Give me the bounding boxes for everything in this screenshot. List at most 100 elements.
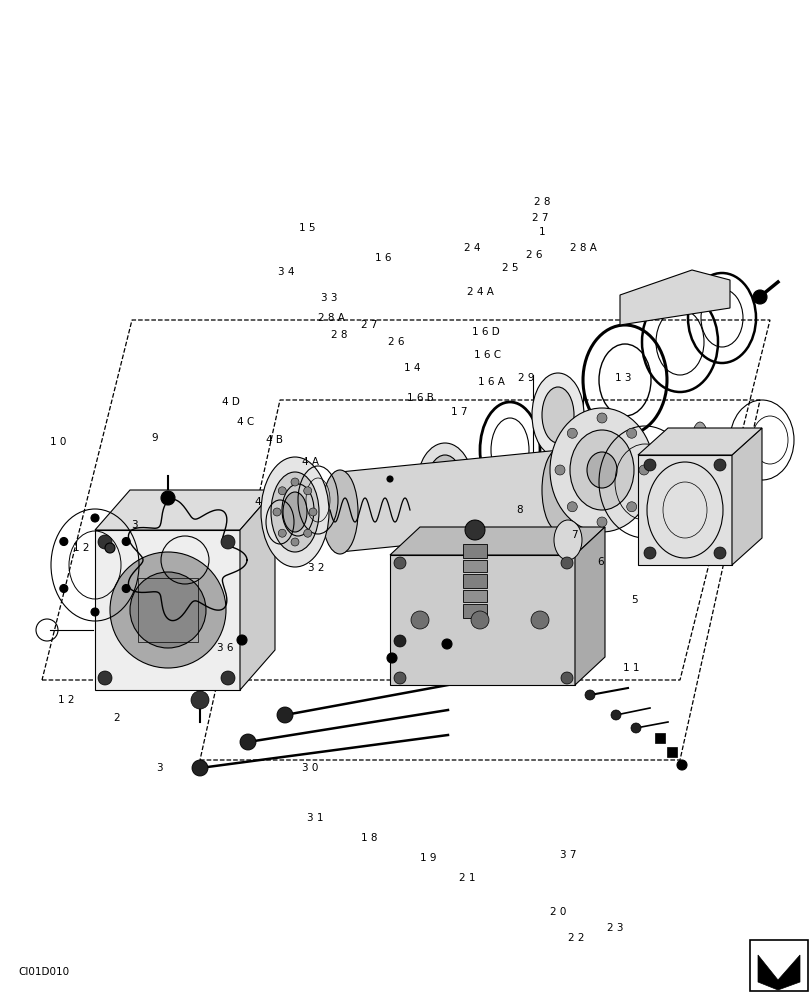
Circle shape bbox=[98, 671, 112, 685]
Circle shape bbox=[596, 413, 607, 423]
Text: 2 8: 2 8 bbox=[331, 330, 347, 340]
Text: 4 A: 4 A bbox=[302, 457, 318, 467]
Text: 3 6: 3 6 bbox=[217, 643, 234, 653]
Circle shape bbox=[410, 611, 428, 629]
Circle shape bbox=[393, 635, 406, 647]
Circle shape bbox=[752, 290, 766, 304]
Text: 2: 2 bbox=[113, 713, 119, 723]
Text: 4 C: 4 C bbox=[236, 417, 254, 427]
Text: 3 4: 3 4 bbox=[277, 267, 294, 277]
Circle shape bbox=[237, 635, 247, 645]
Circle shape bbox=[60, 584, 68, 592]
Text: 1 0: 1 0 bbox=[50, 437, 67, 447]
Ellipse shape bbox=[130, 572, 206, 648]
Ellipse shape bbox=[691, 422, 707, 458]
Text: 2 0: 2 0 bbox=[550, 907, 566, 917]
Circle shape bbox=[191, 760, 208, 776]
Text: 2 6: 2 6 bbox=[526, 250, 542, 260]
Ellipse shape bbox=[708, 461, 728, 505]
Circle shape bbox=[98, 535, 112, 549]
Text: 3 2: 3 2 bbox=[308, 563, 324, 573]
Ellipse shape bbox=[322, 470, 358, 554]
Text: 4 D: 4 D bbox=[222, 397, 240, 407]
Text: 1 6 B: 1 6 B bbox=[406, 393, 434, 403]
Ellipse shape bbox=[260, 457, 328, 567]
Bar bbox=[666, 747, 676, 757]
Ellipse shape bbox=[283, 492, 307, 532]
Circle shape bbox=[91, 608, 99, 616]
Text: 2 4 A: 2 4 A bbox=[466, 287, 494, 297]
Ellipse shape bbox=[715, 450, 731, 486]
Circle shape bbox=[567, 428, 577, 438]
Circle shape bbox=[584, 690, 594, 700]
Text: 1 8: 1 8 bbox=[361, 833, 377, 843]
Text: 6: 6 bbox=[597, 557, 603, 567]
Circle shape bbox=[393, 672, 406, 684]
Circle shape bbox=[303, 529, 311, 537]
Polygon shape bbox=[240, 490, 275, 690]
Text: 9: 9 bbox=[151, 433, 157, 443]
Circle shape bbox=[387, 476, 393, 482]
Circle shape bbox=[303, 487, 311, 495]
Circle shape bbox=[465, 520, 484, 540]
Text: 7: 7 bbox=[571, 530, 577, 540]
Circle shape bbox=[560, 672, 573, 684]
Circle shape bbox=[643, 459, 655, 471]
Circle shape bbox=[290, 478, 298, 486]
Ellipse shape bbox=[541, 448, 577, 532]
Text: 1 3: 1 3 bbox=[615, 373, 631, 383]
Circle shape bbox=[91, 514, 99, 522]
Text: 3 7: 3 7 bbox=[560, 850, 576, 860]
Bar bbox=[654, 733, 664, 743]
Bar bbox=[462, 560, 487, 572]
Circle shape bbox=[290, 538, 298, 546]
Circle shape bbox=[626, 502, 636, 512]
Circle shape bbox=[272, 508, 281, 516]
Text: 3 3: 3 3 bbox=[320, 293, 337, 303]
Text: 2 8 A: 2 8 A bbox=[569, 243, 596, 253]
Text: 1 6: 1 6 bbox=[375, 253, 391, 263]
Ellipse shape bbox=[109, 552, 225, 668]
Circle shape bbox=[554, 465, 564, 475]
Circle shape bbox=[441, 639, 452, 649]
Ellipse shape bbox=[427, 455, 462, 515]
Text: 5: 5 bbox=[631, 595, 637, 605]
Polygon shape bbox=[757, 955, 799, 990]
Circle shape bbox=[122, 584, 130, 592]
Text: 2 7: 2 7 bbox=[531, 213, 547, 223]
Ellipse shape bbox=[696, 447, 716, 491]
Ellipse shape bbox=[553, 520, 581, 560]
Text: 2 9: 2 9 bbox=[517, 373, 534, 383]
Polygon shape bbox=[95, 530, 240, 690]
Text: 2 3: 2 3 bbox=[607, 923, 623, 933]
Ellipse shape bbox=[720, 475, 740, 519]
Text: 2 8: 2 8 bbox=[534, 197, 550, 207]
Bar bbox=[462, 604, 487, 618]
Ellipse shape bbox=[417, 443, 473, 527]
Text: 3: 3 bbox=[131, 520, 137, 530]
Text: 1 1: 1 1 bbox=[623, 663, 639, 673]
Circle shape bbox=[470, 611, 488, 629]
Polygon shape bbox=[340, 450, 560, 552]
Circle shape bbox=[60, 538, 68, 546]
Text: 2 6: 2 6 bbox=[388, 337, 404, 347]
Text: 1 7: 1 7 bbox=[451, 407, 467, 417]
Polygon shape bbox=[620, 270, 729, 325]
Bar bbox=[462, 544, 487, 558]
Circle shape bbox=[387, 653, 397, 663]
Polygon shape bbox=[389, 555, 574, 685]
Text: 1 6 A: 1 6 A bbox=[477, 377, 504, 387]
Circle shape bbox=[191, 691, 208, 709]
Polygon shape bbox=[637, 428, 761, 455]
Circle shape bbox=[713, 547, 725, 559]
Text: 2 8 A: 2 8 A bbox=[317, 313, 345, 323]
Text: 1 5: 1 5 bbox=[298, 223, 315, 233]
Circle shape bbox=[596, 517, 607, 527]
Ellipse shape bbox=[703, 436, 719, 472]
Circle shape bbox=[643, 547, 655, 559]
Bar bbox=[749, 940, 807, 991]
Circle shape bbox=[676, 760, 686, 770]
Polygon shape bbox=[574, 527, 604, 685]
Text: 1 4: 1 4 bbox=[404, 363, 420, 373]
Circle shape bbox=[161, 491, 175, 505]
